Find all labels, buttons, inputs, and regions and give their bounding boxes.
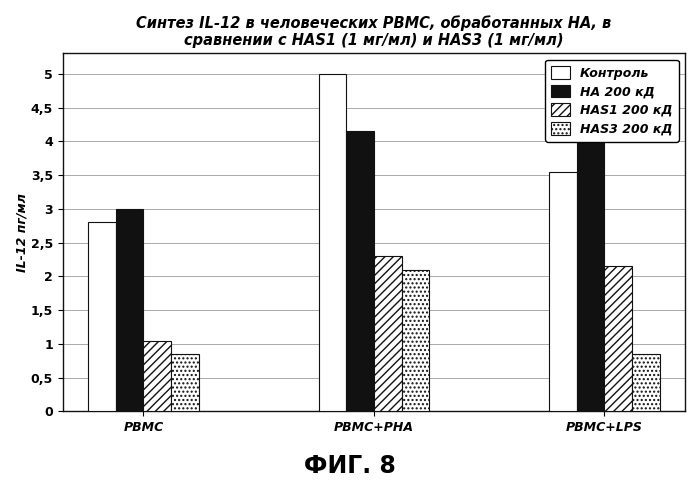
Bar [171,354,199,412]
Bar [318,74,346,412]
Bar [549,171,577,412]
Bar [88,222,116,412]
Bar [577,71,604,412]
Legend: Контроль, НА 200 кД, HAS1 200 кД, HAS3 200 кД: Контроль, НА 200 кД, HAS1 200 кД, HAS3 2… [545,60,679,142]
Bar [374,256,402,412]
Bar [346,131,374,412]
Bar [632,354,659,412]
Title: Синтез IL-12 в человеческих PBMC, обработанных НА, в
сравнении с HAS1 (1 мг/мл) : Синтез IL-12 в человеческих PBMC, обрабо… [136,15,612,48]
Bar [604,266,632,412]
Bar [402,270,429,412]
Bar [144,341,171,412]
Text: ФИГ. 8: ФИГ. 8 [304,454,396,478]
Y-axis label: IL-12 пг/мл: IL-12 пг/мл [15,193,28,272]
Bar [116,209,144,412]
